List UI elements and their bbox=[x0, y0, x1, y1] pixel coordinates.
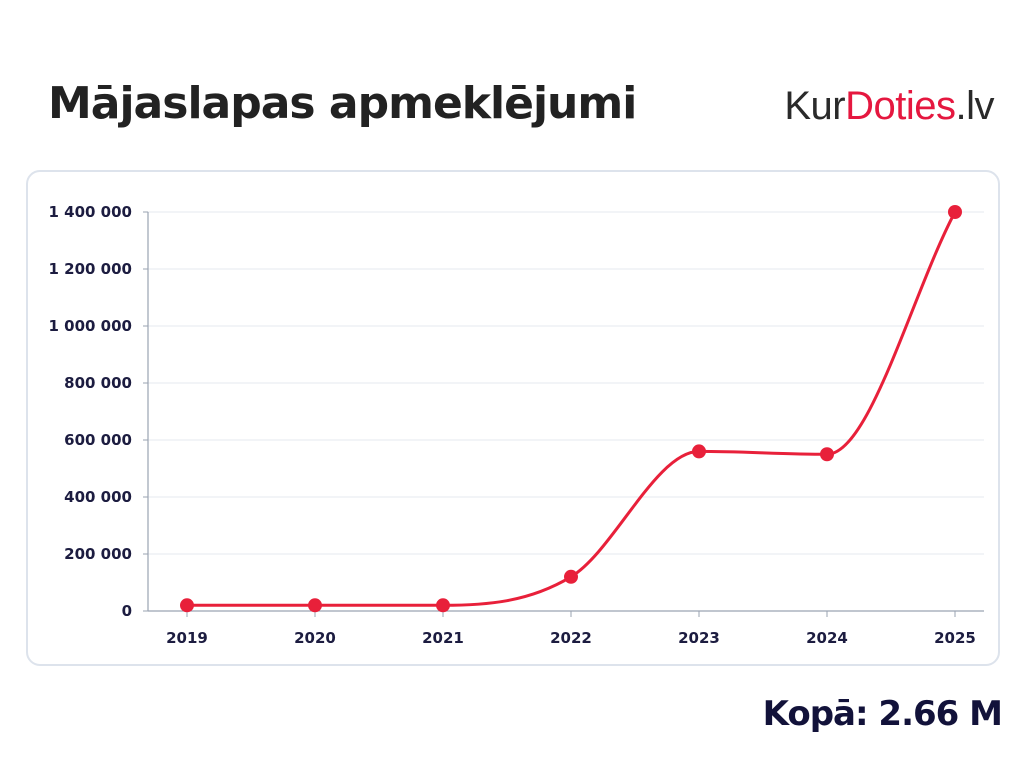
x-tick-label: 2020 bbox=[294, 629, 336, 647]
grid-layer bbox=[148, 211, 984, 555]
axis-layer: 0 200 000 400 000 600 000 800 000 1 000 000 1 … bbox=[48, 203, 984, 647]
data-point-2020[interactable] bbox=[308, 598, 322, 613]
data-point-2019[interactable] bbox=[180, 598, 194, 613]
data-point-2021[interactable] bbox=[436, 598, 450, 613]
logo-text-doties: Doties bbox=[845, 84, 956, 128]
total-visits: Kopā: 2.66 M bbox=[762, 694, 1003, 734]
x-tick-label: 2022 bbox=[550, 629, 592, 647]
series-layer bbox=[180, 205, 962, 613]
x-tick-label: 2023 bbox=[678, 629, 720, 647]
series-line bbox=[185, 210, 957, 607]
data-point-2023[interactable] bbox=[692, 444, 706, 459]
y-tick-label: 600 000 bbox=[64, 431, 132, 449]
data-point-2025[interactable] bbox=[948, 205, 962, 219]
page-title: Mājaslapas apmeklējumi bbox=[48, 78, 637, 129]
y-tick-label: 1 000 000 bbox=[48, 317, 132, 335]
x-tick-label: 2021 bbox=[422, 629, 464, 647]
logo-text-lv: .lv bbox=[955, 84, 995, 128]
x-tick-label: 2025 bbox=[934, 629, 976, 647]
y-tick-label: 1 200 000 bbox=[48, 260, 132, 278]
y-tick-label: 1 400 000 bbox=[48, 203, 132, 221]
y-tick-label: 0 bbox=[122, 602, 132, 620]
x-tick-label: 2019 bbox=[166, 629, 208, 647]
y-tick-label: 800 000 bbox=[64, 374, 132, 392]
brand-logo: KurDoties.lv bbox=[784, 82, 994, 130]
data-point-2024[interactable] bbox=[820, 447, 834, 462]
data-point-2022[interactable] bbox=[564, 569, 578, 584]
logo-text-kur: Kur bbox=[784, 84, 846, 128]
x-tick-label: 2024 bbox=[806, 629, 848, 647]
y-tick-label: 200 000 bbox=[64, 545, 132, 563]
chart-card bbox=[26, 170, 1000, 666]
y-tick-label: 400 000 bbox=[64, 488, 132, 506]
